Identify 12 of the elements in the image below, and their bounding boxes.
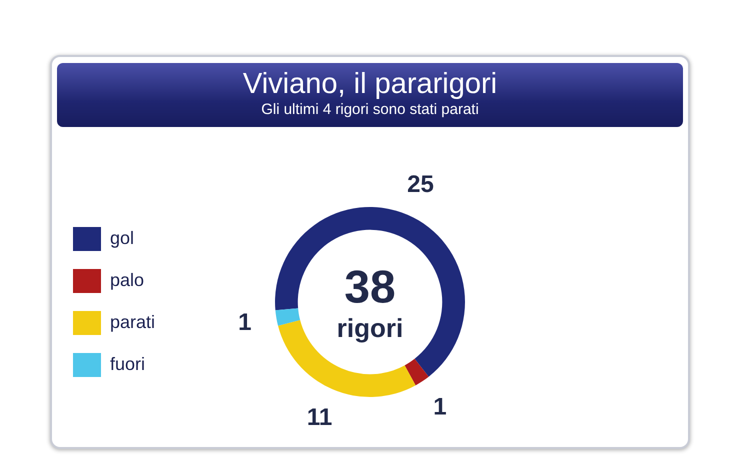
chart-subtitle: Gli ultimi 4 rigori sono stati parati [260,101,480,119]
text: rigori [336,313,404,344]
data-label: 11 [306,404,332,432]
legend-label: fuori [110,354,146,374]
legend-label: palo [110,270,144,290]
data-label: 1 [433,394,447,421]
legend-label: gol [110,228,134,248]
chart-title: Viviano, il pararigori [242,67,498,101]
data-label: 1 [238,309,252,336]
data-label: 25 [407,171,434,198]
legend-label: parati [110,312,156,332]
text: 38 [344,260,396,313]
